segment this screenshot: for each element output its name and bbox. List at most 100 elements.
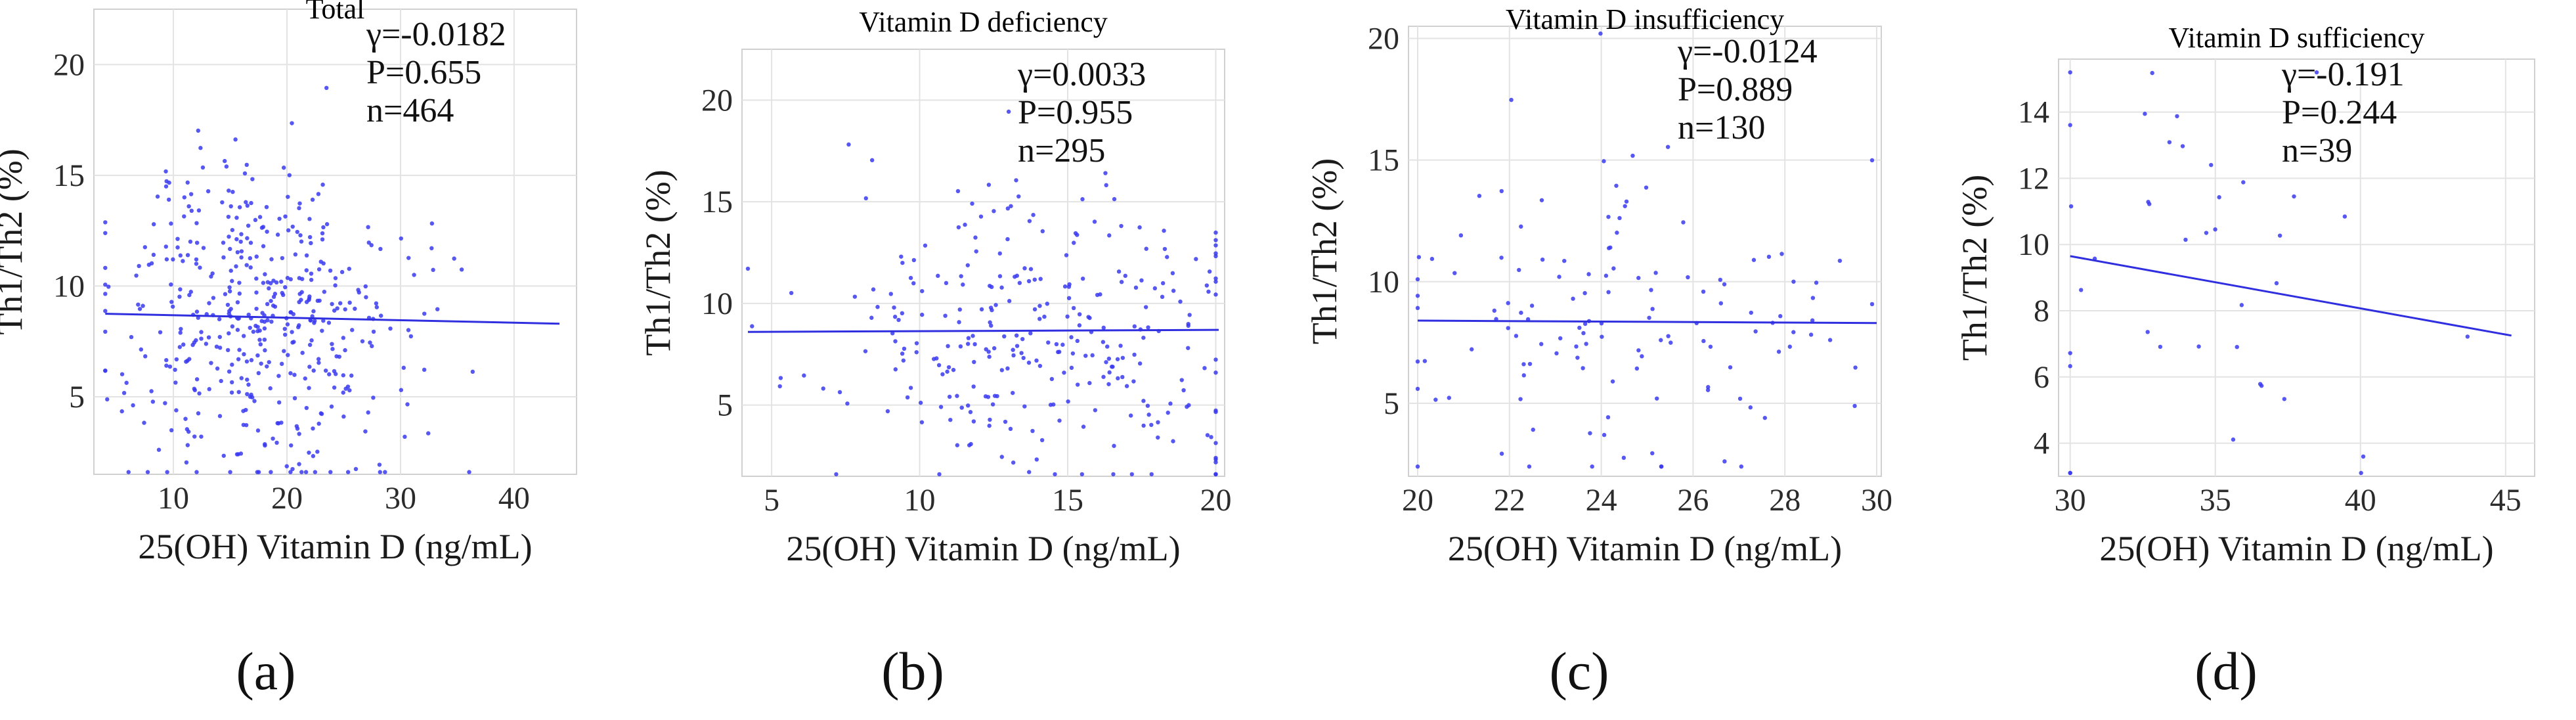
data-point (230, 189, 235, 194)
regression-line (2070, 255, 2512, 337)
x-axis-label: 25(OH) Vitamin D (ng/mL) (2099, 529, 2493, 568)
data-point (366, 410, 370, 415)
data-point (2204, 231, 2209, 235)
data-point (1002, 334, 1007, 339)
data-point (918, 400, 923, 405)
data-point (1149, 422, 1154, 427)
data-point (1209, 435, 1213, 439)
data-point (1014, 333, 1019, 338)
data-point (353, 466, 359, 472)
data-point (1038, 277, 1043, 281)
data-point (297, 206, 301, 211)
x-tick-label: 35 (2200, 483, 2231, 518)
data-point (188, 290, 193, 294)
data-point (360, 339, 365, 344)
data-point (990, 307, 994, 313)
data-point (291, 312, 296, 317)
data-point (150, 399, 156, 404)
data-point (899, 254, 904, 259)
data-point (1766, 254, 1772, 259)
data-point (750, 324, 754, 328)
data-point (1762, 415, 1767, 420)
data-point (1718, 301, 1724, 305)
data-point (1032, 277, 1037, 282)
data-point (275, 233, 280, 237)
plot-area (1408, 26, 1882, 477)
data-point (1040, 229, 1045, 234)
data-point (1778, 314, 1783, 319)
data-point (947, 394, 952, 399)
data-point (871, 287, 876, 292)
data-point (129, 334, 134, 340)
y-tick-label: 15 (1368, 143, 1399, 178)
data-point (1655, 396, 1659, 401)
data-point (198, 265, 202, 270)
data-point (1206, 289, 1211, 294)
data-point (1422, 359, 1428, 363)
data-point (234, 215, 239, 220)
data-point (282, 326, 287, 331)
data-point (225, 348, 230, 353)
stat-annotation: n=295 (1018, 132, 1105, 169)
data-point (403, 434, 407, 439)
data-point (299, 239, 304, 244)
data-point (946, 344, 950, 349)
x-tick-label: 20 (271, 481, 303, 516)
data-point (1614, 183, 1619, 188)
data-point (919, 312, 925, 317)
data-point (1827, 338, 1833, 342)
data-point (1077, 312, 1082, 317)
data-point (319, 411, 324, 416)
data-point (1574, 344, 1579, 349)
data-point (1101, 374, 1106, 379)
data-point (181, 259, 185, 263)
data-point (286, 228, 291, 233)
data-point (171, 257, 175, 262)
data-point (1653, 271, 1658, 275)
data-point (239, 232, 244, 236)
data-point (250, 177, 255, 181)
data-point (1115, 357, 1120, 361)
data-point (1014, 178, 1018, 183)
data-point (363, 284, 368, 289)
data-point (1554, 351, 1559, 356)
data-point (259, 361, 263, 366)
data-point (978, 214, 984, 219)
data-point (992, 209, 996, 214)
data-point (987, 423, 992, 428)
data-point (919, 420, 925, 424)
data-point (283, 214, 288, 219)
data-point (1739, 464, 1744, 469)
data-point (177, 294, 182, 299)
data-point (1007, 299, 1012, 304)
data-point (1178, 299, 1183, 304)
data-point (103, 369, 108, 373)
data-point (1869, 158, 1875, 163)
data-point (173, 367, 177, 372)
data-point (1131, 379, 1136, 384)
data-point (209, 361, 213, 365)
data-point (1644, 185, 1649, 190)
data-point (175, 236, 180, 241)
data-point (248, 265, 253, 270)
data-point (1213, 370, 1218, 375)
data-point (333, 372, 338, 376)
data-point (399, 388, 404, 392)
data-point (1101, 325, 1106, 330)
data-point (1187, 313, 1192, 317)
data-point (292, 372, 297, 377)
data-point (228, 246, 232, 252)
data-point (248, 394, 253, 399)
data-point (271, 279, 276, 283)
data-point (295, 229, 299, 235)
data-point (1590, 464, 1594, 469)
data-point (196, 128, 201, 133)
data-point (256, 371, 261, 376)
data-point (2239, 303, 2244, 307)
data-point (261, 281, 266, 285)
data-point (217, 346, 223, 350)
data-point (1075, 233, 1080, 237)
data-point (892, 305, 896, 310)
data-point (1853, 365, 1858, 370)
data-point (1810, 318, 1815, 323)
